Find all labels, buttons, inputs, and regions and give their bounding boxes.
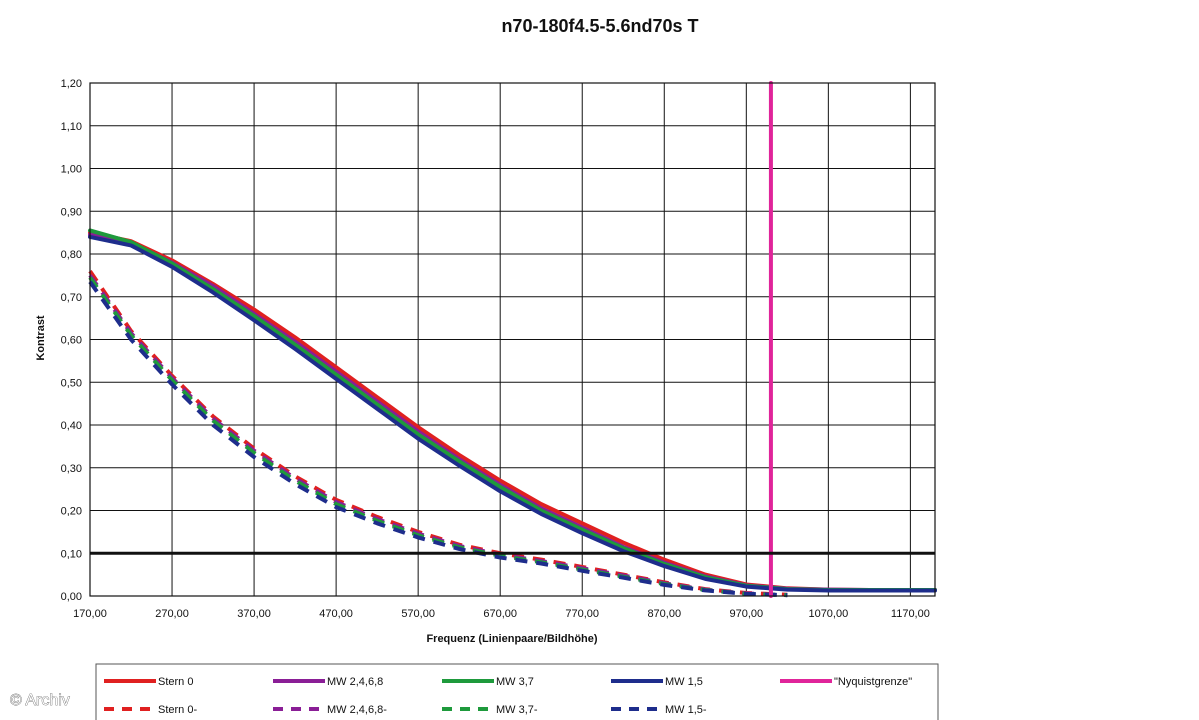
plot-border [89,82,936,597]
series-mw-1-5-dashed [88,280,788,598]
x-tick-label: 1170,00 [891,608,930,620]
legend-label: MW 2,4,6,8 [327,676,383,688]
plot-frame [89,82,936,597]
y-tick-label: 0,20 [61,506,82,518]
series-mw-1-5 [88,234,937,593]
x-axis-label: Frequenz (Linienpaare/Bildhöhe) [426,633,597,645]
y-tick-label: 0,50 [61,377,82,389]
legend-label: MW 3,7- [496,704,538,716]
legend-label: Stern 0 [158,676,193,688]
legend: Stern 0 MW 2,4,6,8 MW 3,7 MW 1,5 "Nyquistgre… [95,663,939,720]
x-tick-label: 270,00 [155,608,189,620]
x-tick-label: 870,00 [647,608,681,620]
x-tick-label: 1070,00 [808,608,848,620]
series-group [88,81,937,598]
y-axis-label: Kontrast [35,315,47,361]
x-tick-label: 970,00 [729,608,763,620]
y-tick-label: 0,40 [61,420,82,432]
x-tick-label: 670,00 [483,608,517,620]
y-tick-label: 1,00 [61,164,82,176]
grid [89,82,935,597]
y-tick-label: 0,00 [61,591,82,603]
y-tick-label: 1,20 [61,78,82,90]
x-tick-label: 570,00 [401,608,435,620]
x-tick-label: 170,00 [73,608,107,620]
copyright-credit: © Archiv [10,692,70,709]
legend-label: MW 1,5 [665,676,703,688]
y-tick-label: 1,10 [61,121,82,133]
y-tick-label: 0,80 [61,249,82,261]
legend-label: "Nyquistgrenze" [834,676,912,688]
x-tick-label: 770,00 [565,608,599,620]
x-tick-label: 370,00 [237,608,271,620]
y-tick-label: 0,70 [61,292,82,304]
legend-label: MW 1,5- [665,704,707,716]
tick-labels: 170,00 270,00 370,00 470,00 570,00 670,00 770,… [61,78,930,620]
x-tick-label: 470,00 [319,608,353,620]
y-tick-label: 0,10 [61,548,82,560]
y-tick-label: 0,90 [61,206,82,218]
legend-label: MW 2,4,6,8- [327,704,387,716]
legend-label: MW 3,7 [496,676,534,688]
legend-label: Stern 0- [158,704,197,716]
y-tick-label: 0,60 [61,335,82,347]
chart-title: n70-180f4.5-5.6nd70s T [501,16,698,36]
y-tick-label: 0,30 [61,463,82,475]
legend-box [95,663,939,720]
